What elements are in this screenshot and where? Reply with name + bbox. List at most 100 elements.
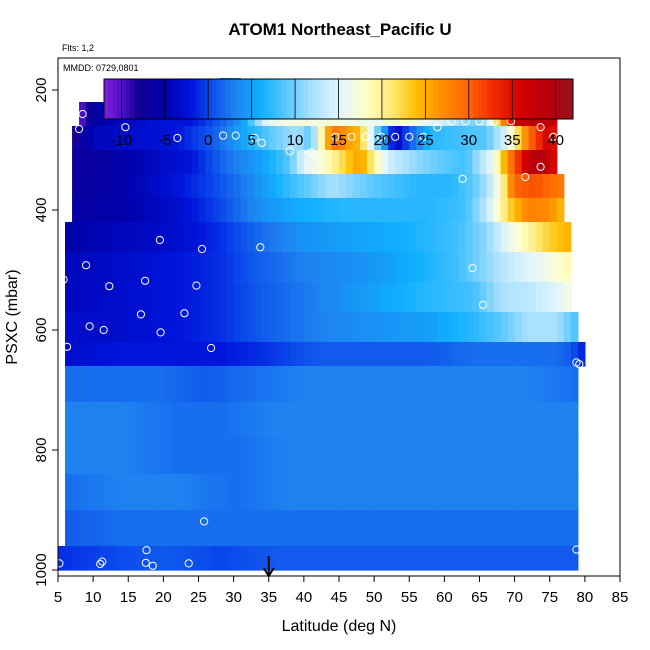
heatmap-cell [528, 546, 537, 571]
heatmap-cell [226, 312, 235, 343]
heatmap-cell [240, 366, 249, 403]
colorbar-segment [251, 79, 257, 119]
heatmap-cell [121, 198, 129, 223]
sample-point [521, 172, 530, 182]
heatmap-cell [310, 474, 319, 511]
heatmap-cell [430, 474, 438, 511]
heatmap-cell [107, 312, 115, 343]
heatmap-cell [233, 222, 242, 253]
heatmap-cell [381, 438, 389, 475]
heatmap-cell [163, 438, 172, 475]
heatmap-cell [500, 342, 509, 367]
heatmap-cell [346, 342, 354, 367]
heatmap-cell [184, 510, 193, 547]
heatmap-cell [86, 198, 94, 223]
heatmap-cell [535, 222, 544, 253]
heatmap-cell [388, 198, 396, 223]
heatmap-cell [170, 342, 179, 367]
colorbar-segment [494, 79, 500, 119]
heatmap-cell [198, 366, 207, 403]
heatmap-cell [395, 282, 403, 313]
heatmap-cell [310, 150, 319, 175]
heatmap-cell [254, 402, 263, 439]
heatmap-cell [254, 252, 263, 283]
heatmap-cell [261, 402, 270, 439]
heatmap-cell [402, 312, 410, 343]
heatmap-cell [135, 342, 143, 367]
heatmap-cell [451, 222, 460, 253]
heatmap-cell [303, 342, 312, 367]
heatmap-cell [317, 126, 326, 151]
heatmap-cell [430, 546, 438, 571]
heatmap-cell [465, 510, 474, 547]
heatmap-cell [549, 312, 558, 343]
heatmap-cell [430, 366, 438, 403]
heatmap-cell [135, 366, 143, 403]
heatmap-cell [493, 174, 502, 199]
colorbar-segment [108, 79, 114, 119]
heatmap-cell [465, 474, 474, 511]
heatmap-cell [339, 126, 347, 151]
heatmap-cell [324, 198, 333, 223]
heatmap-cell [521, 366, 530, 403]
x-tick-label: 25 [190, 589, 207, 606]
heatmap-cell [72, 282, 80, 313]
heatmap-cell [177, 174, 186, 199]
heatmap-cell [381, 198, 389, 223]
heatmap-cell [451, 546, 460, 571]
heatmap-cell [149, 366, 157, 403]
heatmap-cell [416, 174, 424, 199]
heatmap-cell [177, 366, 186, 403]
heatmap-cell [191, 474, 200, 511]
heatmap-cell [233, 474, 242, 511]
colorbar-segment [373, 79, 379, 119]
heatmap-cell [388, 546, 396, 571]
heatmap-cell [465, 546, 474, 571]
heatmap-cell [493, 312, 502, 343]
heatmap-cell [156, 546, 164, 571]
heatmap-cell [395, 198, 403, 223]
heatmap-cell [156, 150, 164, 175]
heatmap-cell [360, 252, 368, 283]
heatmap-cell [177, 438, 186, 475]
heatmap-cell [444, 510, 453, 547]
heatmap-cell [360, 402, 368, 439]
heatmap-cell [472, 546, 481, 571]
colorbar-segment [473, 79, 478, 119]
heatmap-cell [430, 150, 438, 175]
heatmap-cell [521, 402, 530, 439]
heatmap-cell [191, 222, 200, 253]
heatmap-cell [388, 174, 396, 199]
heatmap-cell [114, 342, 122, 367]
heatmap-cell [521, 342, 530, 367]
heatmap-cell [233, 312, 242, 343]
heatmap-cell [100, 402, 108, 439]
sample-point [478, 300, 488, 309]
heatmap-cell [282, 438, 291, 475]
heatmap-cell [86, 126, 94, 151]
heatmap-cell [317, 366, 326, 403]
heatmap-cell [198, 402, 207, 439]
heatmap-cell [535, 126, 544, 151]
heatmap-cell [226, 402, 235, 439]
heatmap-cell [339, 366, 347, 403]
heatmap-cell [170, 222, 179, 253]
heatmap-cell [247, 366, 256, 403]
heatmap-cell [261, 282, 270, 313]
heatmap-cell [465, 126, 474, 151]
heatmap-cell [205, 402, 214, 439]
heatmap-cell [381, 510, 389, 547]
heatmap-cell [100, 252, 108, 283]
heatmap-cell [409, 150, 417, 175]
colorbar-segment [355, 79, 361, 119]
heatmap-cell [93, 126, 101, 151]
heatmap-cell [72, 474, 80, 511]
heatmap-cell [72, 366, 80, 403]
heatmap-cell [514, 474, 523, 511]
heatmap-cell [472, 474, 481, 511]
heatmap-cell [261, 150, 270, 175]
heatmap-cell [381, 366, 389, 403]
heatmap-cell [324, 312, 333, 343]
heatmap-cell [226, 282, 235, 313]
